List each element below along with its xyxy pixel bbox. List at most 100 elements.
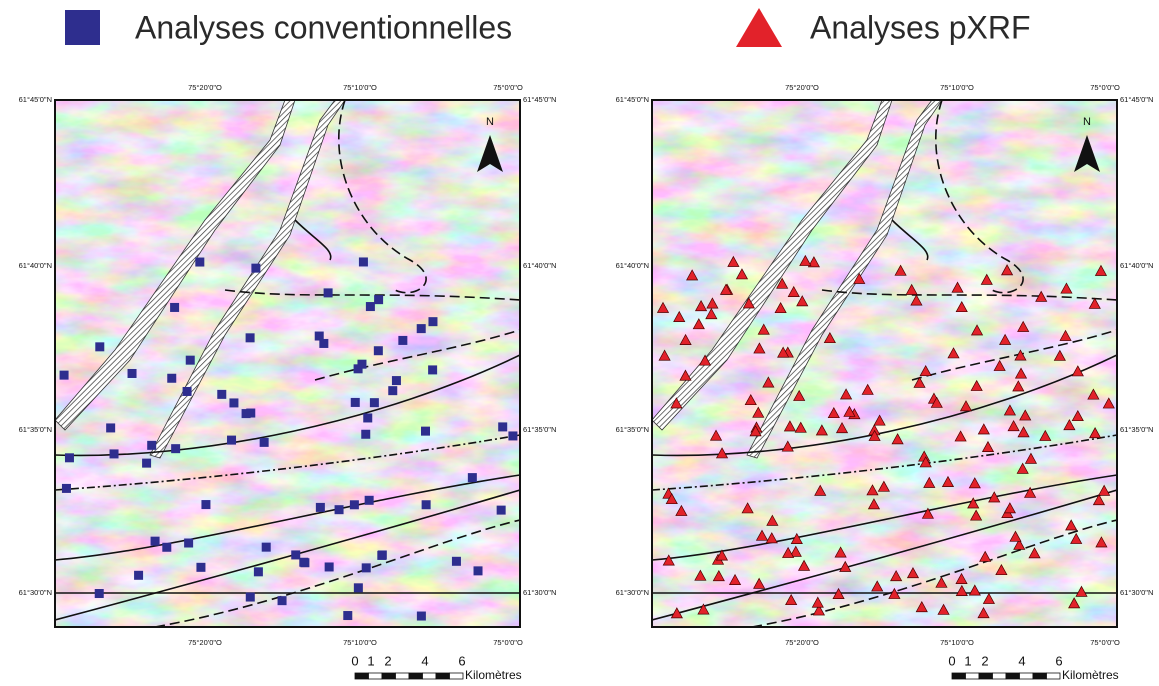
sample-pxrf xyxy=(1094,264,1108,276)
sample-conventional xyxy=(61,483,71,493)
sample-conventional xyxy=(496,505,506,515)
sample-pxrf xyxy=(766,514,779,526)
sample-pxrf xyxy=(706,297,719,309)
sample-conventional xyxy=(300,558,310,568)
sample-pxrf xyxy=(970,379,983,391)
sample-conventional xyxy=(428,317,438,327)
sample-conventional xyxy=(134,570,144,580)
sample-conventional xyxy=(349,500,359,510)
scale-bar-segment xyxy=(435,672,450,680)
sample-conventional xyxy=(451,556,461,566)
scale-tick: 2 xyxy=(981,653,988,668)
sample-pxrf xyxy=(873,414,886,426)
fault xyxy=(314,329,520,381)
longitude-label: 75°0'0"O xyxy=(493,83,523,92)
legend-label: Analyses pXRF xyxy=(810,9,1031,45)
sample-conventional xyxy=(473,566,483,576)
sample-conventional xyxy=(227,435,237,445)
longitude-label: 75°10'0"O xyxy=(940,83,974,92)
sample-conventional xyxy=(196,562,206,572)
sample-conventional xyxy=(416,611,426,621)
sample-conventional xyxy=(334,505,344,515)
fault xyxy=(911,329,1117,381)
sample-pxrf xyxy=(782,546,795,558)
sample-conventional xyxy=(109,449,119,459)
fault xyxy=(652,354,1117,457)
sample-pxrf xyxy=(867,498,881,510)
sample-conventional xyxy=(64,453,74,463)
longitude-label: 75°10'0"O xyxy=(343,83,377,92)
sample-conventional xyxy=(353,364,363,374)
latitude-label: 61°45'0"N xyxy=(1120,95,1153,104)
sample-pxrf xyxy=(923,476,936,488)
sample-pxrf xyxy=(993,359,1006,371)
sample-conventional xyxy=(314,331,324,341)
sample-pxrf xyxy=(968,584,981,596)
sample-pxrf xyxy=(871,580,884,592)
sample-pxrf xyxy=(1035,290,1048,302)
sample-pxrf xyxy=(891,433,904,445)
fault xyxy=(55,474,520,561)
sample-conventional xyxy=(167,373,177,383)
sample-conventional xyxy=(324,562,334,572)
scale-bar-segment xyxy=(978,672,993,680)
sample-conventional xyxy=(350,397,360,407)
legend-square xyxy=(65,10,100,45)
scale-bar-segment xyxy=(395,672,410,680)
sample-pxrf xyxy=(951,281,964,293)
sample-conventional xyxy=(106,423,116,433)
sample-pxrf xyxy=(1000,264,1014,276)
sample-pxrf xyxy=(1060,282,1073,294)
sample-pxrf xyxy=(937,603,950,615)
latitude-label: 61°40'0"N xyxy=(1120,261,1153,270)
sample-pxrf xyxy=(765,532,778,544)
sample-pxrf xyxy=(656,301,670,313)
sample-pxrf xyxy=(843,405,856,417)
sample-pxrf xyxy=(793,389,806,401)
sample-pxrf xyxy=(694,569,707,581)
north-label: N xyxy=(486,116,494,128)
latitude-label: 61°30'0"N xyxy=(523,588,556,597)
sample-pxrf xyxy=(777,346,790,358)
sample-pxrf xyxy=(794,421,807,433)
longitude-label: 75°20'0"O xyxy=(785,83,819,92)
sample-pxrf xyxy=(753,577,766,589)
sample-conventional xyxy=(315,502,325,512)
longitude-label: 75°10'0"O xyxy=(940,638,974,647)
sample-pxrf xyxy=(755,529,769,541)
sample-conventional xyxy=(365,302,375,312)
sample-pxrf xyxy=(812,604,826,616)
geophysics-background xyxy=(652,100,1117,627)
latitude-label: 61°35'0"N xyxy=(616,425,649,434)
scale-bar-segment xyxy=(1046,672,1061,680)
sample-pxrf xyxy=(1017,320,1030,332)
scale-unit: Kilomètres xyxy=(1062,668,1119,681)
sample-pxrf xyxy=(1087,388,1100,400)
sample-pxrf xyxy=(662,554,675,566)
sample-conventional xyxy=(259,437,269,447)
sample-conventional xyxy=(217,389,227,399)
sample-pxrf xyxy=(955,584,968,596)
sample-conventional xyxy=(253,567,263,577)
sample-pxrf xyxy=(781,440,794,452)
sample-pxrf xyxy=(832,587,845,599)
sample-pxrf xyxy=(1014,349,1027,361)
scale-bar-segment xyxy=(354,672,369,680)
sample-pxrf xyxy=(697,603,710,615)
sample-pxrf xyxy=(815,424,828,436)
sample-pxrf xyxy=(955,300,968,313)
dyke xyxy=(652,100,893,431)
scale-bar-segment xyxy=(449,672,464,680)
north-label: N xyxy=(1083,116,1091,128)
scale-bar-segment xyxy=(1005,672,1020,680)
sample-pxrf xyxy=(694,299,708,312)
longitude-label: 75°0'0"O xyxy=(1090,638,1120,647)
legend-triangle xyxy=(736,8,782,47)
sample-pxrf xyxy=(894,264,907,276)
sample-conventional xyxy=(201,500,211,510)
sample-pxrf xyxy=(727,255,740,267)
sample-conventional xyxy=(94,589,104,599)
fault xyxy=(821,289,1117,301)
sample-conventional xyxy=(182,386,192,396)
sample-conventional xyxy=(498,422,508,432)
